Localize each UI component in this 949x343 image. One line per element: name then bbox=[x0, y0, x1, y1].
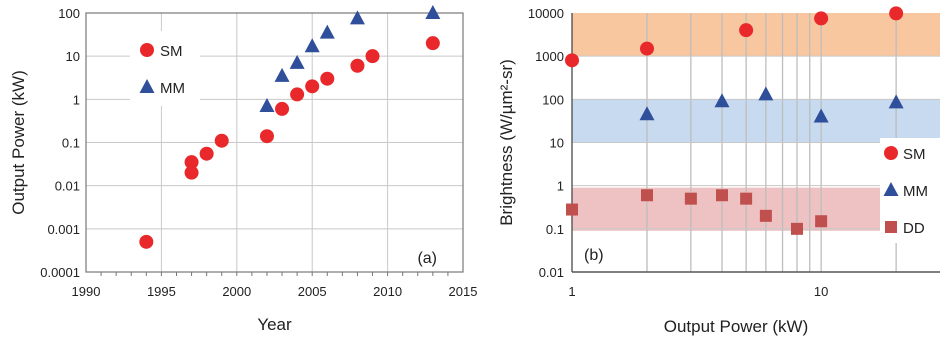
legend-sm-marker bbox=[884, 146, 898, 160]
sm-point bbox=[814, 11, 829, 26]
sm-point bbox=[199, 146, 214, 161]
mm-point bbox=[639, 106, 655, 121]
band-dd bbox=[572, 187, 940, 231]
y-tick-label: 100 bbox=[542, 92, 564, 107]
dd-point bbox=[790, 222, 803, 235]
y-tick-label: 1000 bbox=[535, 49, 564, 64]
sm-point bbox=[365, 49, 380, 64]
legend-sm-label: SM bbox=[903, 146, 926, 163]
legend-mm-label: MM bbox=[903, 183, 928, 200]
sm-point bbox=[305, 79, 320, 94]
dd-point bbox=[566, 203, 578, 216]
y-tick-label: 0.1 bbox=[546, 222, 564, 237]
panel-a: 1990 1995 2000 2005 2010 2015 0.0001 0.001 0.01 0… bbox=[9, 5, 477, 334]
sm-point bbox=[565, 53, 579, 68]
sm-point bbox=[214, 133, 229, 148]
y-tick-label: 0.01 bbox=[55, 179, 80, 194]
band-mm bbox=[572, 99, 940, 143]
legend-dd-marker bbox=[885, 221, 897, 233]
x-tick-label: 2000 bbox=[222, 284, 251, 299]
panel-label: (b) bbox=[584, 247, 604, 264]
dd-point bbox=[684, 192, 697, 205]
mm-point bbox=[714, 93, 730, 108]
dd-point bbox=[740, 192, 753, 205]
x-tick-label: 2010 bbox=[373, 284, 402, 299]
y-tick-label: 1 bbox=[557, 179, 564, 194]
y-axis-title: Output Power (kW) bbox=[9, 70, 28, 215]
sm-point bbox=[184, 155, 199, 170]
mm-point bbox=[888, 94, 904, 109]
sm-point bbox=[139, 234, 154, 249]
x-axis-title: Output Power (kW) bbox=[664, 317, 809, 336]
x-tick-label: 1 bbox=[568, 284, 575, 299]
sm-point bbox=[275, 101, 290, 116]
dd-point bbox=[715, 189, 728, 202]
mm-point bbox=[289, 54, 305, 69]
x-tick-label: 10 bbox=[814, 284, 828, 299]
y-tick-label: 1 bbox=[73, 92, 80, 107]
dd-point bbox=[815, 215, 828, 228]
sm-point bbox=[639, 41, 654, 56]
y-tick-label: 10000 bbox=[528, 6, 564, 21]
panel-b: 1 10 0.01 0.1 1 10 100 1000 10000 Output Power (k… bbox=[497, 6, 942, 336]
plot-frame bbox=[85, 12, 464, 273]
panel-label: (a) bbox=[417, 250, 437, 267]
legend-sm-label: SM bbox=[160, 43, 183, 60]
legend-mm-label: MM bbox=[160, 80, 185, 97]
sm-point bbox=[259, 129, 274, 144]
y-tick-label: 0.001 bbox=[47, 222, 80, 237]
y-tick-label: 10 bbox=[66, 49, 80, 64]
legend-dd-label: DD bbox=[903, 220, 925, 237]
y-tick-label: 100 bbox=[58, 6, 80, 21]
legend-mm-marker bbox=[139, 79, 155, 93]
mm-point bbox=[813, 108, 829, 123]
band-sm bbox=[572, 13, 940, 57]
x-tick-label: 1995 bbox=[147, 284, 176, 299]
x-tick-label: 2005 bbox=[298, 284, 327, 299]
mm-point bbox=[425, 5, 441, 19]
y-axis-title: Brightness (W/µm²-sr) bbox=[497, 59, 516, 226]
mm-point bbox=[349, 10, 365, 25]
y-tick-label: 0.01 bbox=[539, 265, 564, 280]
mm-point bbox=[259, 98, 275, 113]
x-axis-title: Year bbox=[257, 315, 292, 334]
legend-mm-marker bbox=[883, 182, 899, 196]
sm-point bbox=[184, 165, 199, 180]
mm-point bbox=[304, 38, 320, 53]
sm-point bbox=[425, 36, 440, 51]
sm-point bbox=[320, 71, 335, 86]
y-tick-label: 10 bbox=[550, 136, 564, 151]
y-tick-label: 0.0001 bbox=[40, 265, 80, 280]
dd-point bbox=[759, 209, 772, 222]
sm-point bbox=[290, 87, 305, 102]
legend-sm-marker bbox=[140, 43, 154, 57]
mm-point bbox=[758, 86, 774, 101]
x-tick-label: 1990 bbox=[72, 284, 101, 299]
mm-point bbox=[274, 67, 290, 82]
sm-point bbox=[889, 6, 904, 21]
legend-box bbox=[130, 31, 200, 106]
sm-point bbox=[350, 58, 365, 73]
sm-point bbox=[739, 23, 754, 38]
mm-point bbox=[319, 24, 335, 39]
y-tick-label: 0.1 bbox=[62, 136, 80, 151]
x-tick-label: 2015 bbox=[449, 284, 478, 299]
dd-point bbox=[640, 189, 653, 202]
